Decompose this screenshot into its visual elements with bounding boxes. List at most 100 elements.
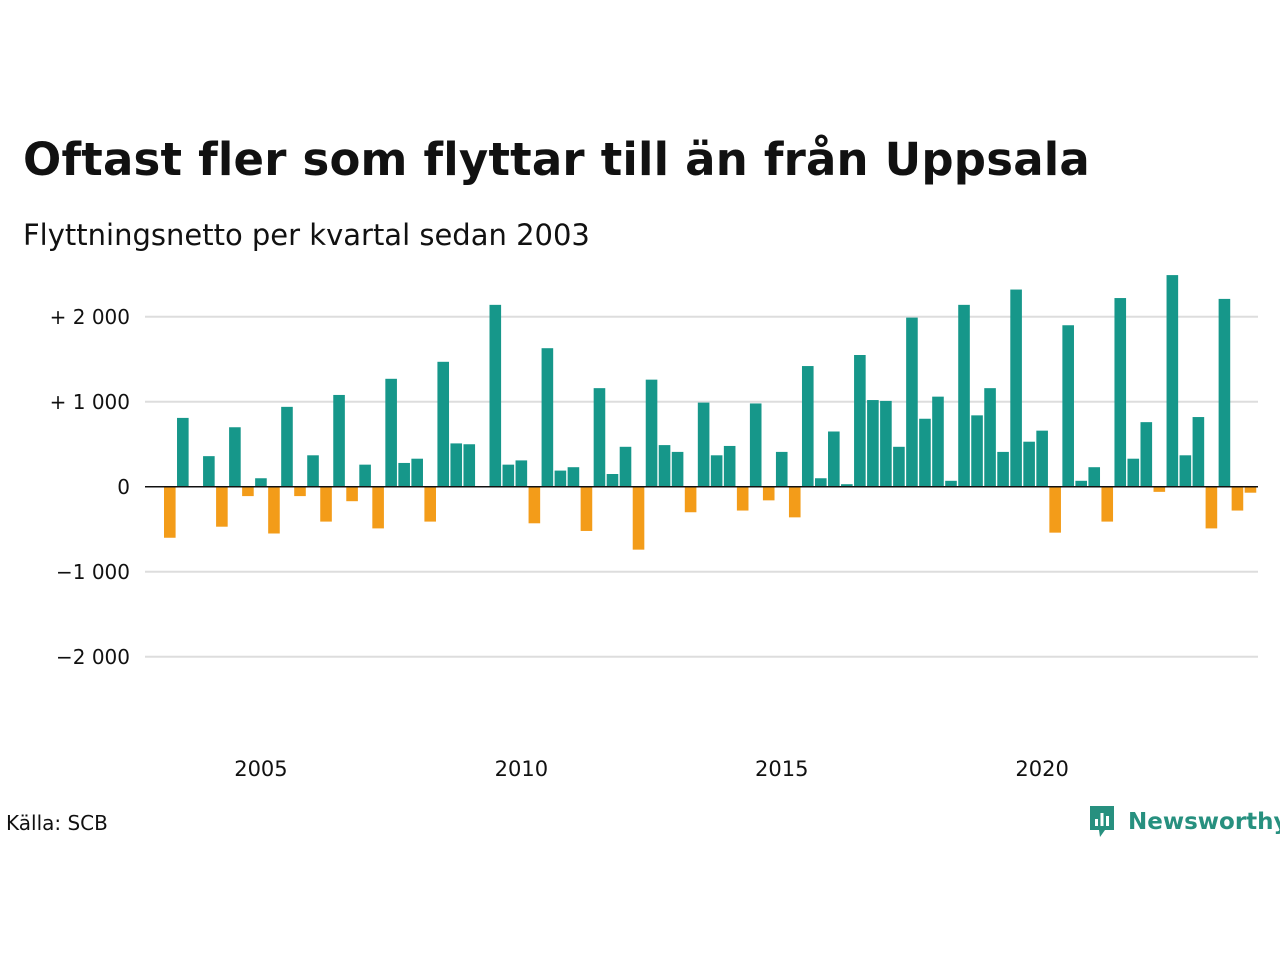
bar: [372, 486, 384, 529]
bar: [424, 486, 436, 522]
y-tick-label: −2 000: [56, 645, 130, 669]
bar: [1075, 480, 1087, 487]
bar: [1205, 486, 1218, 529]
bar: [502, 464, 515, 487]
bar: [307, 455, 319, 487]
bar: [437, 361, 450, 487]
bar: [932, 396, 944, 487]
y-tick-label: 0: [117, 475, 130, 499]
x-tick-label: 2005: [234, 757, 287, 781]
bar: [1049, 486, 1061, 533]
bar: [346, 486, 358, 502]
bar: [1010, 289, 1022, 487]
source-note: Källa: SCB: [6, 811, 108, 835]
bar: [697, 402, 710, 487]
newsworthy-logo: Newsworthy: [1088, 804, 1280, 840]
bar: [567, 467, 580, 487]
bar: [971, 415, 983, 487]
bar: [333, 394, 345, 487]
bar: [671, 451, 684, 487]
x-tick-label: 2015: [755, 757, 808, 781]
axes: + 2 000 + 1 000 0 −1 000 −2 000 2005 2010 2015 2…: [50, 305, 1258, 781]
bar: [255, 478, 267, 487]
bar: [268, 486, 280, 534]
y-tick-label: + 2 000: [50, 305, 130, 329]
bar: [320, 486, 332, 522]
bars: [164, 275, 1257, 550]
bar: [1036, 430, 1048, 487]
bar: [906, 317, 918, 487]
bar: [997, 451, 1009, 487]
bar: [1231, 486, 1244, 511]
bar: [684, 486, 697, 513]
chart-title: Oftast fler som flyttar till än från Upp…: [23, 133, 1090, 186]
bar: [775, 451, 788, 487]
bar: [294, 486, 306, 497]
bar: [1023, 441, 1035, 487]
bar: [398, 462, 410, 487]
bar: [229, 427, 241, 487]
bar: [723, 445, 736, 487]
bar: [385, 378, 397, 487]
chart-subtitle: Flyttningsnetto per kvartal sedan 2003: [23, 218, 590, 252]
bar: [593, 388, 606, 487]
bar: [1062, 325, 1074, 487]
bar: [580, 486, 593, 531]
bar: [945, 480, 957, 487]
bar: [854, 355, 866, 487]
bar: [645, 379, 658, 487]
bar: [736, 486, 749, 511]
bar: [801, 366, 814, 487]
bar: [815, 478, 827, 487]
bar: [541, 348, 554, 487]
bar: [749, 403, 762, 487]
bar: [450, 443, 463, 487]
bar: [1218, 298, 1231, 487]
bar: [1244, 486, 1257, 493]
bar: [880, 400, 892, 487]
bar: [828, 431, 840, 487]
newsworthy-logo-icon: [1090, 806, 1114, 837]
logo-text: Newsworthy: [1128, 809, 1280, 835]
x-tick-label: 2010: [495, 757, 548, 781]
bar: [203, 456, 215, 487]
bar: [489, 304, 502, 487]
bar: [1127, 458, 1140, 487]
bar: [463, 444, 476, 487]
x-tick-label: 2020: [1015, 757, 1068, 781]
bar: [164, 486, 176, 538]
bar: [710, 455, 723, 487]
bar: [984, 388, 996, 487]
bar: [1179, 455, 1192, 487]
bar: [658, 445, 671, 487]
bar: [1140, 422, 1153, 487]
bar: [411, 458, 423, 487]
bar: [841, 484, 853, 487]
bar: [528, 486, 541, 524]
bar: [242, 486, 254, 497]
y-tick-label: −1 000: [56, 560, 130, 584]
bar: [958, 304, 970, 487]
bar: [893, 446, 905, 487]
bar: [359, 464, 371, 487]
bar: [867, 400, 879, 487]
bar: [606, 474, 619, 487]
bar: [1101, 486, 1114, 522]
bar: [1192, 417, 1205, 487]
y-tick-label: + 1 000: [50, 390, 130, 414]
bar: [216, 486, 228, 527]
bar: [515, 460, 528, 487]
bar: [762, 486, 775, 501]
bar: [177, 417, 189, 487]
bar: [281, 406, 293, 487]
bar: [788, 486, 801, 518]
bar: [1088, 467, 1101, 487]
bar: [919, 418, 931, 487]
bar: [1153, 486, 1166, 492]
bar: [554, 470, 567, 487]
bar: [1166, 275, 1179, 487]
bar: [619, 446, 632, 487]
bar: [632, 486, 645, 550]
bar: [1114, 298, 1127, 487]
